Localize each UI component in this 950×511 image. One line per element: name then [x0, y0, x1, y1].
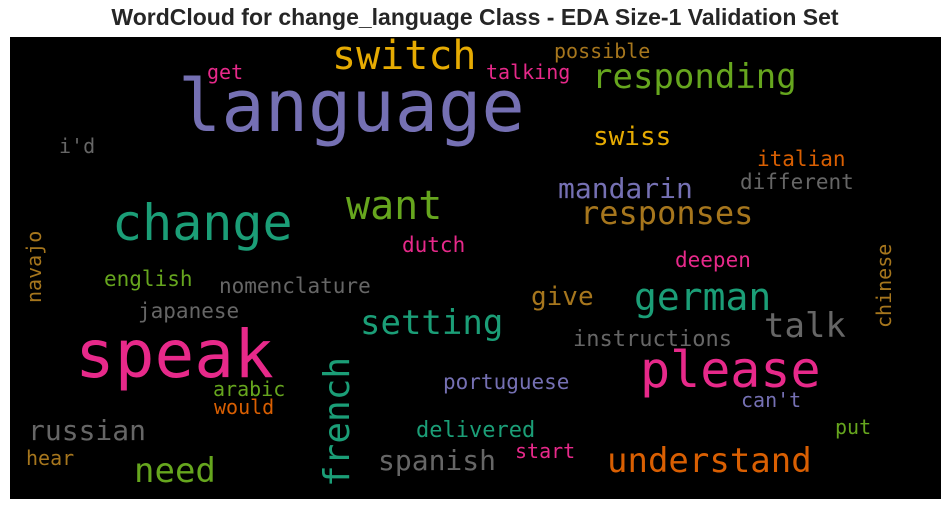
word-change: change: [112, 194, 293, 252]
word-responding: responding: [592, 57, 797, 97]
word-chinese: chinese: [872, 243, 896, 328]
word-italian: italian: [757, 147, 846, 171]
word-deepen: deepen: [675, 248, 751, 272]
word-english: english: [104, 267, 193, 291]
word-delivered: delivered: [416, 418, 536, 443]
word-russian: russian: [28, 414, 147, 447]
word-put: put: [835, 415, 872, 439]
word-swiss: swiss: [593, 122, 672, 152]
word-navajo: navajo: [22, 230, 46, 303]
word-would: would: [214, 395, 275, 419]
word-switch: switch: [332, 37, 477, 79]
word-speak: speak: [75, 316, 274, 393]
word-possible: possible: [554, 39, 651, 63]
word-german: german: [634, 275, 772, 319]
word-dutch: dutch: [402, 233, 466, 257]
word-start: start: [515, 439, 576, 463]
word-responses: responses: [580, 194, 754, 232]
wordcloud-canvas: language speak change please switch resp…: [10, 37, 941, 499]
word-french: french: [317, 356, 358, 487]
word-arabic: arabic: [213, 377, 286, 401]
word-instructions: instructions: [573, 327, 732, 352]
word-need: need: [134, 451, 216, 491]
word-talking: talking: [486, 60, 571, 84]
word-understand: understand: [607, 441, 812, 481]
word-setting: setting: [360, 303, 504, 343]
word-want: want: [346, 183, 443, 229]
chart-title: WordCloud for change_language Class - ED…: [111, 4, 839, 30]
word-give: give: [531, 282, 594, 312]
word-id: i'd: [59, 134, 96, 158]
word-please: please: [640, 341, 821, 399]
word-hear: hear: [26, 446, 75, 470]
word-talk: talk: [764, 306, 846, 346]
word-different: different: [740, 170, 854, 194]
word-japanese: japanese: [138, 299, 240, 323]
word-language: language: [178, 64, 525, 148]
word-spanish: spanish: [378, 444, 497, 477]
word-portuguese: portuguese: [443, 370, 570, 394]
word-mandarin: mandarin: [558, 172, 693, 205]
word-nomenclature: nomenclature: [219, 274, 371, 298]
word-get: get: [207, 60, 244, 84]
word-cant: can't: [741, 388, 802, 412]
